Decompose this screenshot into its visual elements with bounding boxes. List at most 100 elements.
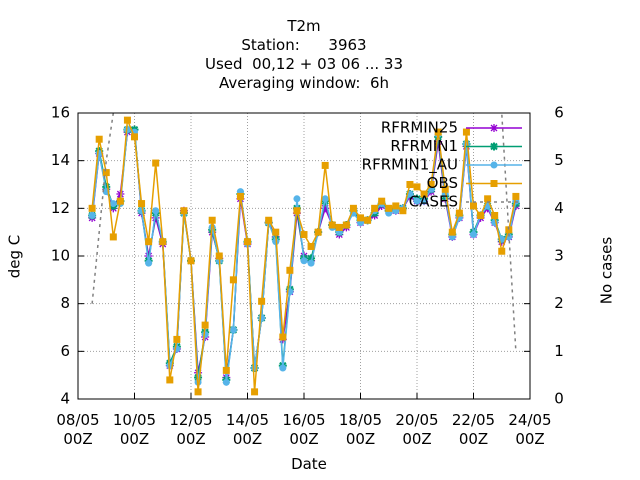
y-axis-label: deg C [5, 234, 24, 279]
x-axis-label: Date [291, 455, 327, 473]
marker [244, 238, 251, 246]
marker [420, 190, 428, 198]
y-tick-label: 12 [51, 199, 70, 217]
chart-subtitle: Station: 3963 [241, 36, 367, 54]
x-tick-label: 16/05 00Z [282, 411, 326, 448]
marker [272, 228, 280, 236]
marker [293, 207, 301, 215]
marker [427, 181, 435, 188]
marker [286, 266, 294, 274]
x-tick-label: 18/05 00Z [338, 411, 383, 448]
marker [484, 195, 492, 203]
marker [123, 116, 131, 124]
x-tick-label: 12/05 00Z [169, 411, 213, 448]
marker [490, 161, 498, 169]
marker [300, 257, 308, 265]
marker [145, 259, 153, 267]
marker [229, 326, 237, 334]
marker [498, 247, 506, 255]
marker [88, 204, 96, 212]
marker [102, 169, 110, 177]
marker [371, 204, 379, 212]
marker [335, 223, 343, 231]
chart-subtitle: Used 00,12 + 03 06 ... 33 [205, 55, 403, 73]
marker [307, 242, 315, 250]
marker [307, 259, 315, 267]
marker [187, 257, 195, 265]
y2-tick-label: 0 [554, 390, 564, 408]
marker [470, 202, 477, 210]
y2-tick-label: 5 [554, 151, 564, 169]
y-tick-label: 16 [51, 104, 70, 122]
marker [321, 195, 329, 203]
y2-tick-label: 1 [554, 342, 564, 360]
marker [505, 226, 513, 234]
marker [342, 221, 350, 229]
x-tick-label: 14/05 00Z [225, 411, 270, 448]
x-tick-label: 20/05 00Z [395, 411, 439, 448]
marker [123, 126, 131, 134]
marker [279, 364, 287, 372]
marker [321, 204, 330, 213]
marker [251, 388, 259, 396]
x-tick-label: 10/05 00Z [112, 411, 157, 448]
marker [208, 216, 216, 224]
marker [470, 231, 477, 239]
x-tick-label: 22/05 00Z [451, 411, 496, 448]
marker [293, 195, 301, 203]
marker [321, 161, 329, 169]
marker [406, 181, 414, 188]
y2-tick-label: 2 [554, 294, 564, 312]
marker [88, 211, 96, 219]
y-tick-label: 4 [60, 390, 70, 408]
marker [95, 135, 103, 143]
marker [145, 238, 153, 246]
marker [201, 321, 209, 329]
marker [109, 233, 117, 241]
marker [314, 228, 322, 236]
y2-tick-label: 6 [554, 104, 564, 122]
legend-label: RFRMIN1_AU [362, 156, 458, 175]
legend-label: CASES [409, 193, 458, 211]
marker [307, 254, 316, 263]
marker [180, 207, 188, 215]
y2-tick-label: 3 [554, 247, 564, 265]
marker [215, 252, 223, 260]
x-tick-label: 24/05 00Z [508, 411, 552, 448]
marker [378, 197, 386, 205]
marker [413, 197, 421, 205]
marker [491, 211, 499, 219]
legend-label: RFRMIN1 [390, 137, 458, 155]
marker [349, 204, 357, 212]
marker [222, 378, 230, 386]
marker [490, 180, 498, 187]
marker [455, 209, 463, 217]
marker [477, 211, 485, 219]
marker [413, 183, 421, 191]
marker [441, 185, 449, 193]
legend-label: RFRMIN25 [381, 119, 458, 137]
marker [194, 388, 202, 396]
marker [434, 128, 442, 136]
marker [399, 207, 407, 215]
marker [131, 133, 138, 141]
marker [236, 192, 244, 200]
y-tick-label: 8 [60, 294, 70, 312]
y-tick-label: 10 [51, 247, 70, 265]
chart-title: T2m [287, 17, 321, 35]
marker [116, 197, 124, 205]
marker [229, 276, 237, 284]
marker [166, 376, 174, 384]
marker [265, 216, 273, 224]
y-tick-label: 14 [51, 151, 70, 169]
marker [159, 238, 167, 246]
y-tick-label: 6 [60, 342, 70, 360]
marker [385, 204, 393, 212]
marker [258, 297, 266, 305]
marker [300, 231, 308, 239]
marker [222, 366, 230, 374]
y2-tick-label: 4 [554, 199, 564, 217]
marker [328, 221, 336, 229]
marker [364, 216, 372, 224]
